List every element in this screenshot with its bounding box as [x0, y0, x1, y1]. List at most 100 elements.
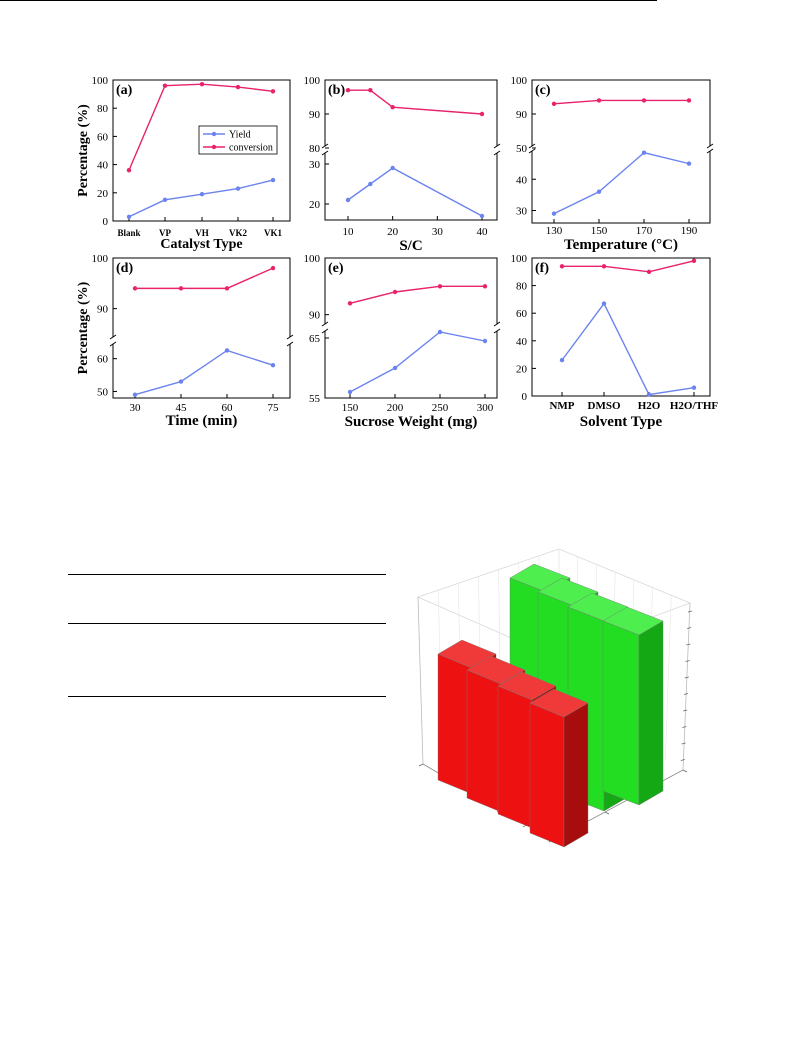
axis-break-mark-left [321, 328, 329, 334]
axis-break-mark-left [528, 148, 536, 154]
x-tick-label: VK2 [229, 228, 248, 238]
bar3d-red-4 [529, 688, 589, 848]
data-point-conversion [235, 84, 241, 90]
x-tick-label: 150 [591, 225, 608, 237]
y-tick-label: 20 [516, 363, 528, 375]
y-tick-label: 60 [97, 131, 109, 143]
data-point-conversion [178, 286, 184, 291]
data-point-conversion [392, 289, 398, 295]
bar3d-z-tick [682, 726, 687, 728]
series-line-yield [553, 151, 690, 215]
bar3d-z-tick [687, 610, 693, 613]
x-tick-label: 150 [342, 402, 359, 414]
x-axis-title: Catalyst Type [160, 237, 242, 252]
y-tick-label: 90 [309, 109, 321, 121]
y-tick-label: 100 [92, 253, 109, 265]
axis-break-mark-right [493, 328, 501, 334]
data-point-conversion [551, 101, 557, 107]
data-point-conversion [224, 286, 230, 291]
data-point-yield [126, 214, 132, 219]
data-point-conversion [126, 168, 132, 173]
y-tick-label: 65 [309, 333, 321, 345]
y-tick-label: 90 [516, 109, 528, 121]
series-line-yield [349, 331, 486, 393]
panel-label: (c) [535, 83, 551, 98]
axis-break-mark-left [321, 143, 329, 149]
axis-break-gap [319, 146, 503, 153]
axis-break-mark-right [706, 143, 714, 149]
data-point-conversion [479, 111, 485, 117]
data-point-yield [482, 338, 488, 344]
data-point-yield [199, 192, 205, 197]
axis-break-gap [526, 146, 716, 151]
plot-frame [531, 257, 711, 397]
bar3d-red-4-side-face [563, 702, 589, 848]
bar3d-z-tick [687, 627, 692, 629]
y-tick-label: 80 [97, 103, 109, 115]
x-tick-label: Blank [117, 228, 140, 238]
data-point-yield [132, 392, 138, 397]
x-tick-label: H2O [638, 400, 661, 412]
data-point-conversion [482, 284, 488, 289]
panel-label: (e) [328, 261, 344, 276]
panel-label: (f) [535, 261, 549, 276]
y-tick-label: 30 [516, 206, 528, 218]
series-line-conversion [553, 99, 689, 105]
panel-a: 0 20 40 60 80 100 Blank VP VH VK2 VK1 Catalyst Type… [76, 75, 291, 252]
y-tick-label: 100 [92, 75, 109, 87]
data-point-conversion [601, 264, 607, 269]
x-tick-label: NMP [549, 400, 574, 412]
bar3d-red-3-front-face [497, 685, 533, 829]
y-tick-label: 30 [309, 159, 321, 171]
bar3d-z-tick [684, 676, 689, 679]
bar3d-back-left-edge [417, 596, 424, 765]
data-point-conversion [132, 286, 138, 291]
bar3d-x-tick [418, 763, 424, 767]
y-tick-label: 40 [516, 336, 528, 348]
panel-b: 80 90 100 20 30 10 20 30 40 S/C (b) [304, 75, 503, 254]
y-tick-label: 100 [511, 75, 528, 87]
x-tick-label: 190 [681, 225, 698, 237]
x-tick-label: 130 [546, 225, 563, 237]
data-point-conversion [199, 82, 205, 87]
axis-break-gap [319, 324, 503, 331]
data-point-conversion [596, 98, 602, 103]
x-axis-title: Temperature (°C) [564, 237, 678, 253]
bar3d-z-tick [686, 643, 691, 646]
axis-break-mark-left [321, 150, 329, 156]
data-point-yield [392, 365, 398, 371]
y-tick-label: 40 [97, 160, 109, 172]
y-tick-label: 0 [103, 216, 109, 228]
data-point-conversion [270, 265, 276, 271]
y-tick-label: 80 [309, 143, 321, 155]
data-point-yield [437, 329, 443, 335]
data-point-conversion [270, 89, 276, 94]
legend: Yield conversion [198, 125, 278, 155]
x-tick-label: 30 [130, 402, 142, 414]
data-point-conversion [437, 284, 443, 289]
x-tick-label: VH [195, 228, 209, 238]
x-tick-label: 300 [477, 402, 494, 414]
x-tick-label: 250 [432, 402, 449, 414]
x-axis-title: S/C [399, 238, 422, 254]
bar3d-red-4-top-face [529, 688, 589, 718]
data-point-yield [368, 181, 373, 187]
legend-marker-conversion [211, 144, 217, 150]
axis-break-mark-left [321, 321, 329, 327]
data-point-conversion [641, 98, 647, 103]
data-point-yield [691, 385, 697, 390]
x-tick-label: 45 [176, 402, 188, 414]
series-line-conversion [348, 89, 483, 115]
x-tick-label: 75 [268, 402, 280, 414]
table-bottom-rule [68, 696, 386, 697]
x-tick-label: 20 [387, 226, 399, 238]
bar3d-red-3-top-face [497, 671, 557, 701]
data-point-conversion [368, 88, 373, 93]
data-point-yield [686, 161, 692, 166]
series-line-yield [134, 349, 274, 396]
data-point-conversion [691, 258, 697, 263]
bar3d-back-right-edge [682, 602, 691, 771]
x-tick-label: 40 [477, 226, 489, 238]
